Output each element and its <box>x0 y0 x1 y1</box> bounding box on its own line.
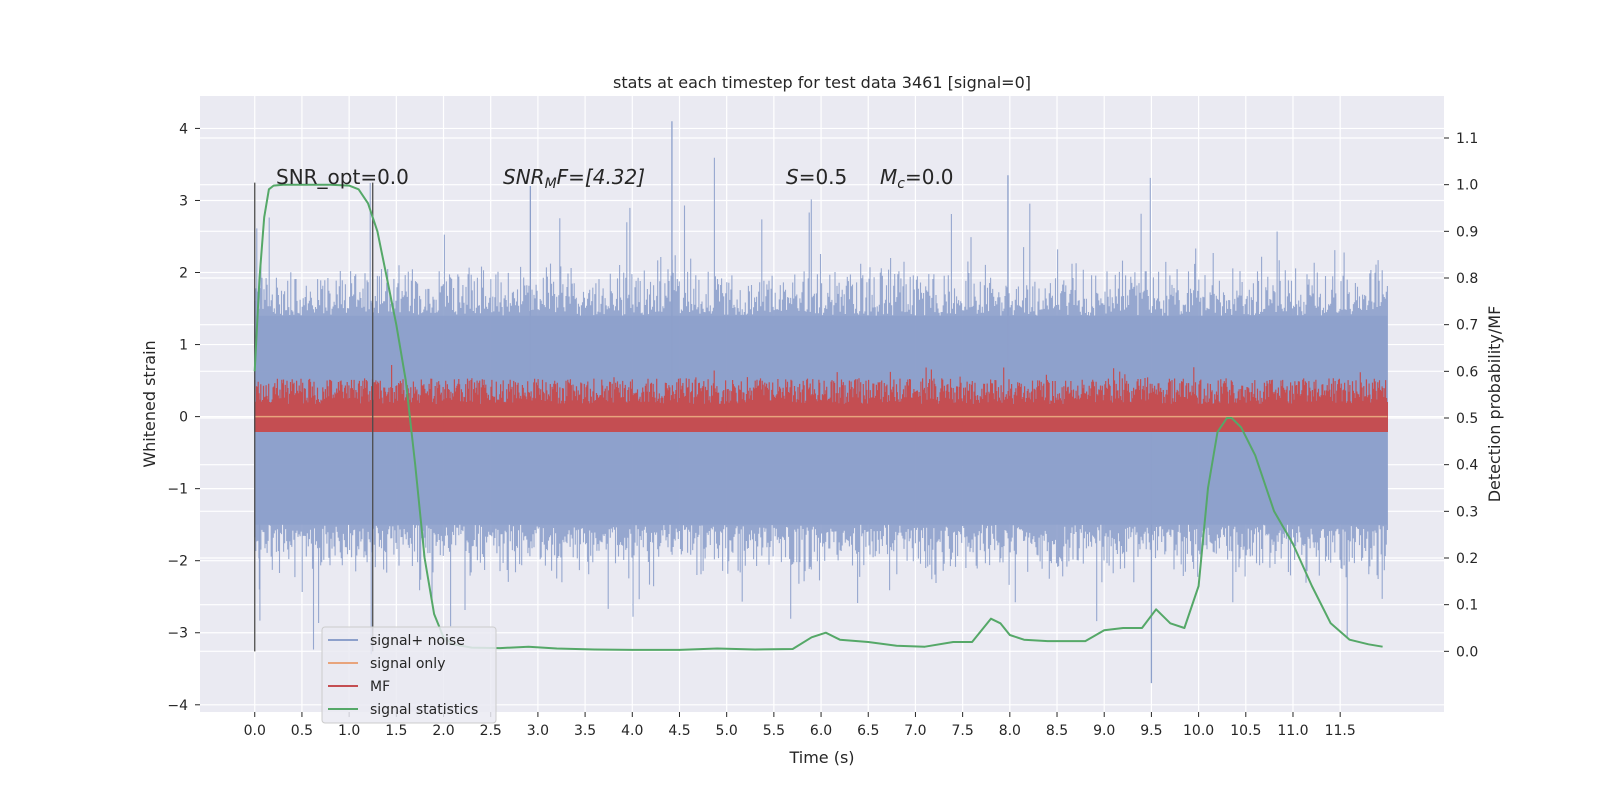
legend-label-signal-statistics: signal statistics <box>370 702 478 718</box>
x-tick-label: 10.0 <box>1183 723 1214 739</box>
series-signal-statistics <box>253 183 1383 651</box>
x-tick-label: 5.0 <box>716 723 738 739</box>
y-left-tick-label: 2 <box>179 266 188 282</box>
legend-box <box>321 626 497 724</box>
x-tick-label: 7.5 <box>952 723 974 739</box>
x-tick-label: 3.5 <box>574 723 596 739</box>
chart-title: stats at each timestep for test data 346… <box>613 73 1031 92</box>
x-tick-label: 0.5 <box>291 723 313 739</box>
x-tick-label: 10.5 <box>1230 723 1261 739</box>
annotation-snr-opt: SNR_opt=0.0 <box>276 165 409 189</box>
annotation-snr-mf-base: SNR <box>503 165 545 189</box>
x-tick-label: 1.0 <box>338 723 360 739</box>
y-right-tick-label: 0.6 <box>1456 364 1478 380</box>
x-tick-label: 11.5 <box>1325 723 1356 739</box>
y-left-tick-label: 1 <box>179 338 188 354</box>
y-right-axis-ticks: 0.0 0.1 0.2 0.3 0.4 0.5 0.6 0.7 0.8 0.9 1.0 1.1 <box>1444 131 1478 660</box>
annotation-snr-mf-sub: M <box>545 176 557 192</box>
x-tick-label: 6.0 <box>810 723 832 739</box>
x-tick-label: 9.0 <box>1093 723 1115 739</box>
annotation-mc-sub: c <box>897 176 905 192</box>
x-tick-label: 2.0 <box>432 723 454 739</box>
x-tick-label: 1.5 <box>385 723 407 739</box>
x-axis-label: Time (s) <box>788 748 854 767</box>
x-axis-ticks: 0.0 0.5 1.0 1.5 2.0 2.5 3.0 3.5 4.0 4.5 5.0 5.5 6.0 6… <box>244 712 1356 739</box>
y-left-tick-label: 4 <box>179 121 188 137</box>
x-tick-label: 5.5 <box>763 723 785 739</box>
annotation-mc-value: =0.0 <box>905 165 954 189</box>
y-left-tick-label: 3 <box>179 193 188 209</box>
y-left-axis-ticks: −4 −3 −2 −1 0 1 2 3 4 <box>167 121 200 714</box>
y-left-tick-label: −2 <box>167 554 188 570</box>
legend-label-signal-only: signal only <box>370 656 445 672</box>
y-right-tick-label: 0.2 <box>1456 551 1478 567</box>
y-right-tick-label: 0.4 <box>1456 458 1478 474</box>
y-left-tick-label: −4 <box>167 698 188 714</box>
x-tick-label: 9.5 <box>1140 723 1162 739</box>
y-right-tick-label: 1.1 <box>1456 131 1478 147</box>
x-tick-label: 4.5 <box>668 723 690 739</box>
vertical-markers <box>254 182 374 652</box>
annotation-mc: Mc=0.0 <box>880 165 954 192</box>
annotation-s-symbol: S <box>786 165 799 189</box>
y-right-tick-label: 0.1 <box>1456 598 1478 614</box>
legend: signal+ noise signal only MF signal stat… <box>321 626 497 724</box>
legend-label-mf: MF <box>370 679 390 695</box>
x-tick-label: 8.0 <box>999 723 1021 739</box>
annotation-s: S=0.5 <box>786 165 847 189</box>
annotation-mc-symbol: M <box>880 165 897 189</box>
y-right-axis-label: Detection probability/MF <box>1485 306 1504 503</box>
legend-label-signal-plus-noise: signal+ noise <box>370 633 465 649</box>
annotation-s-value: =0.5 <box>799 165 848 189</box>
annotation-snr-mf-rest: F=[4.32] <box>557 165 645 189</box>
y-right-tick-label: 0.3 <box>1456 504 1478 520</box>
y-left-axis-label: Whitened strain <box>140 340 159 467</box>
annotation-snr-mf: SNRMF=[4.32] <box>503 165 645 192</box>
x-tick-label: 7.0 <box>904 723 926 739</box>
y-left-tick-label: −3 <box>167 626 188 642</box>
y-right-tick-label: 0.7 <box>1456 318 1478 334</box>
y-left-tick-label: 0 <box>179 410 188 426</box>
y-right-tick-label: 0.9 <box>1456 224 1478 240</box>
x-tick-label: 4.0 <box>621 723 643 739</box>
y-right-tick-label: 0.5 <box>1456 411 1478 427</box>
y-right-tick-label: 0.0 <box>1456 644 1478 660</box>
x-tick-label: 8.5 <box>1046 723 1068 739</box>
x-tick-label: 11.0 <box>1277 723 1308 739</box>
x-tick-label: 0.0 <box>244 723 266 739</box>
y-left-tick-label: −1 <box>167 482 188 498</box>
x-tick-label: 6.5 <box>857 723 879 739</box>
y-right-tick-label: 0.8 <box>1456 271 1478 287</box>
series-mf <box>254 365 1388 432</box>
signal-statistics-line <box>253 183 1383 651</box>
y-right-tick-label: 1.0 <box>1456 178 1478 194</box>
x-tick-label: 3.0 <box>527 723 549 739</box>
x-tick-label: 2.5 <box>480 723 502 739</box>
